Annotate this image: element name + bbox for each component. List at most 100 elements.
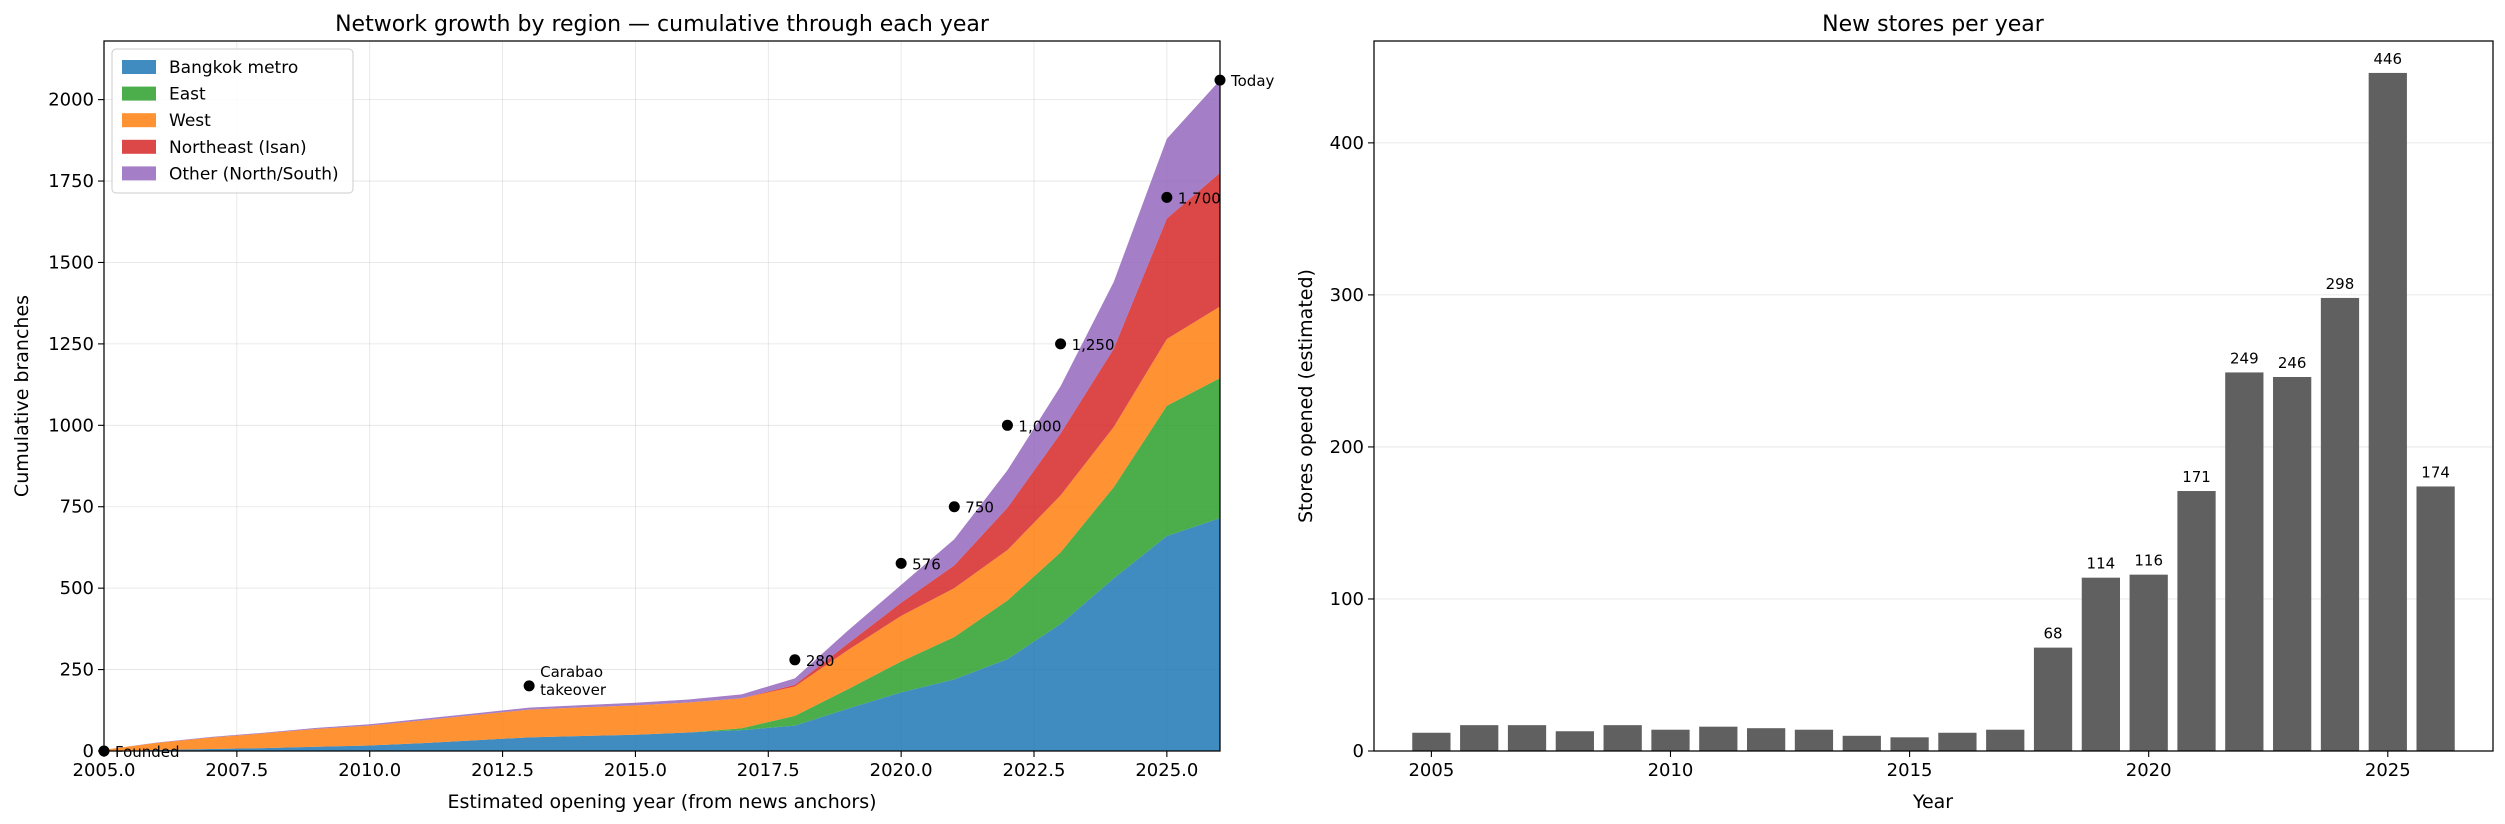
area-x-tick-label: 2007.5 bbox=[205, 760, 268, 781]
bar-2015 bbox=[1890, 737, 1929, 751]
bar-y-tick-label: 100 bbox=[1330, 589, 1364, 610]
bar-y-tick-label: 300 bbox=[1330, 285, 1364, 306]
bar-data-label: 249 bbox=[2230, 349, 2259, 367]
bar-chart-y-axis-label: Stores opened (estimated) bbox=[1295, 269, 1317, 523]
area-y-tick-label: 750 bbox=[60, 497, 94, 518]
annotation-point bbox=[1161, 191, 1173, 203]
bar-x-tick-label: 2015 bbox=[1887, 760, 1933, 781]
bar-x-tick-label: 2020 bbox=[2126, 760, 2172, 781]
area-layer-east bbox=[104, 378, 1220, 751]
bar-data-label: 246 bbox=[2278, 354, 2307, 372]
area-y-tick-label: 1500 bbox=[48, 252, 94, 273]
bar-2014 bbox=[1842, 735, 1881, 751]
bar-x-tick-label: 2005 bbox=[1408, 760, 1454, 781]
bar-2005 bbox=[1412, 732, 1451, 751]
bar-2012 bbox=[1747, 728, 1786, 751]
bar-2013 bbox=[1794, 729, 1834, 751]
bar-chart-x-ticks: 2005 2010 2015 2020 2025 bbox=[1408, 751, 2411, 781]
annotation-point bbox=[1055, 338, 1067, 350]
bar-data-label: 68 bbox=[2044, 625, 2063, 643]
annotation-point bbox=[523, 680, 535, 692]
area-y-tick-label: 250 bbox=[60, 660, 94, 681]
annotation-point bbox=[895, 557, 907, 569]
legend-entry: Northeast (Isan) bbox=[169, 138, 307, 158]
bar-y-tick-label: 0 bbox=[1353, 741, 1364, 762]
bar-2025 bbox=[2368, 72, 2407, 752]
annotation-label: 280 bbox=[806, 652, 835, 670]
bar-y-tick-label: 200 bbox=[1330, 437, 1364, 458]
bar-data-label: 116 bbox=[2134, 552, 2163, 570]
annotation-label: 1,700 bbox=[1178, 189, 1221, 207]
bar-data-label: 174 bbox=[2421, 463, 2450, 481]
legend-swatch bbox=[122, 166, 156, 181]
bar-chart-frame bbox=[1373, 40, 2494, 752]
annotation-point bbox=[948, 501, 960, 513]
area-chart-legend: Bangkok metro East West Northeast (Isan) Oth… bbox=[111, 48, 354, 194]
bar-2006 bbox=[1460, 725, 1499, 751]
annotation-label: takeover bbox=[540, 681, 607, 699]
legend-entry: Other (North/South) bbox=[169, 164, 339, 184]
legend-swatch bbox=[122, 113, 156, 128]
bar-x-tick-label: 2010 bbox=[1648, 760, 1694, 781]
legend-swatch bbox=[122, 86, 156, 101]
bar-chart-x-axis-label: Year bbox=[1912, 791, 1953, 813]
area-layer-west bbox=[104, 306, 1220, 751]
legend-frame bbox=[111, 48, 354, 194]
area-x-tick-label: 2010.0 bbox=[338, 760, 401, 781]
area-layer-bangkok-metro bbox=[104, 518, 1220, 751]
area-chart-frame bbox=[103, 40, 1221, 752]
bar-data-label: 446 bbox=[2373, 50, 2402, 68]
bar-data-label: 114 bbox=[2087, 555, 2116, 573]
bar-2009 bbox=[1603, 725, 1642, 751]
annotation-point bbox=[1001, 419, 1013, 431]
bar-chart-data-labels: 68 114 116 171 249 246 298 446 174 bbox=[2044, 50, 2450, 643]
area-chart-x-ticks: 2005.0 2007.5 2010.0 2012.5 2015.0 2017.5 2020… bbox=[73, 751, 1198, 781]
bar-x-tick-label: 2025 bbox=[2365, 760, 2411, 781]
annotation-label: 750 bbox=[965, 499, 994, 517]
area-x-tick-label: 2015.0 bbox=[604, 760, 667, 781]
area-x-tick-label: 2017.5 bbox=[737, 760, 800, 781]
area-x-tick-label: 2005.0 bbox=[73, 760, 136, 781]
annotation-label: Founded bbox=[115, 743, 180, 761]
area-chart-y-axis-label: Cumulative branches bbox=[11, 295, 33, 497]
bar-chart-y-ticks: 0 100 200 300 400 bbox=[1330, 133, 1374, 762]
annotation-label: 1,250 bbox=[1072, 336, 1115, 354]
area-y-tick-label: 0 bbox=[83, 741, 94, 762]
area-x-tick-label: 2025.0 bbox=[1135, 760, 1198, 781]
bar-data-label: 171 bbox=[2182, 468, 2211, 486]
area-y-tick-label: 1000 bbox=[48, 415, 94, 436]
bar-2007 bbox=[1507, 725, 1547, 751]
area-x-tick-label: 2012.5 bbox=[471, 760, 534, 781]
annotation-point bbox=[789, 654, 801, 666]
legend-entry: East bbox=[169, 85, 206, 105]
bar-chart-bars bbox=[1412, 72, 2455, 752]
bar-chart-title: New stores per year bbox=[1822, 12, 2045, 37]
area-y-tick-label: 1250 bbox=[48, 334, 94, 355]
bar-2016 bbox=[1938, 732, 1977, 751]
bar-2019 bbox=[2081, 577, 2120, 751]
bar-2024 bbox=[2320, 297, 2360, 751]
annotation-label: 1,000 bbox=[1018, 417, 1061, 435]
legend-entry: Bangkok metro bbox=[169, 58, 298, 78]
area-chart-x-axis-label: Estimated opening year (from news anchor… bbox=[447, 791, 876, 813]
bar-2023 bbox=[2273, 376, 2312, 751]
area-x-tick-label: 2020.0 bbox=[870, 760, 933, 781]
area-chart-title: Network growth by region — cumulative th… bbox=[335, 12, 990, 37]
bar-data-label: 298 bbox=[2326, 275, 2355, 293]
area-x-tick-label: 2022.5 bbox=[1003, 760, 1066, 781]
bar-2011 bbox=[1699, 726, 1738, 751]
area-y-tick-label: 500 bbox=[60, 578, 94, 599]
bar-2020 bbox=[2129, 574, 2168, 751]
bar-2010 bbox=[1651, 729, 1690, 751]
legend-swatch bbox=[122, 139, 156, 154]
area-chart-y-ticks: 0 250 500 750 1000 1250 1500 1750 2000 bbox=[48, 90, 104, 762]
bar-2018 bbox=[2033, 647, 2073, 751]
bar-2021 bbox=[2177, 491, 2216, 751]
area-y-tick-label: 2000 bbox=[48, 90, 94, 111]
bar-y-tick-label: 400 bbox=[1330, 133, 1364, 154]
area-y-tick-label: 1750 bbox=[48, 171, 94, 192]
